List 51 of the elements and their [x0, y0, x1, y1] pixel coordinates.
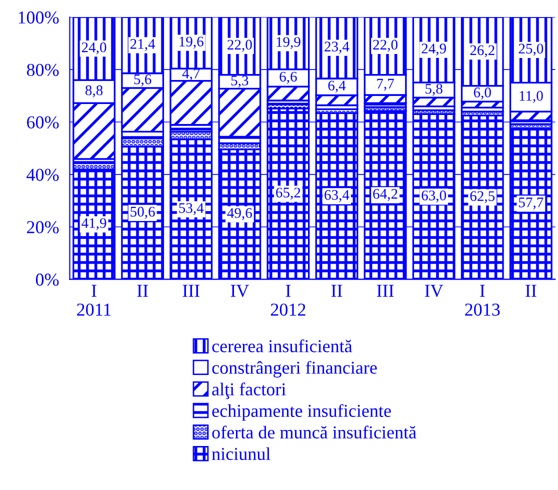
x-tick-label: IV: [230, 284, 249, 297]
data-label: 11,0: [520, 90, 543, 103]
y-tick-label: 60%: [27, 116, 59, 129]
data-label: 24,9: [422, 44, 446, 56]
data-label: 19,9: [276, 37, 300, 49]
data-label: 41,9: [82, 218, 106, 230]
legend-label: constrângeri financiare: [212, 360, 377, 378]
data-label: 8,8: [85, 85, 103, 98]
data-label: 53,4: [179, 203, 204, 216]
legend-label: oferta de muncă insuficientă: [212, 426, 416, 439]
data-label: 6,0: [474, 88, 491, 100]
data-label: 5,8: [426, 84, 442, 96]
data-label: 26,2: [470, 45, 494, 58]
data-label: 24,0: [82, 42, 106, 54]
y-tick-label: 0%: [36, 274, 59, 286]
x-tick-label: III: [182, 284, 200, 297]
legend-label: alţi factori: [212, 382, 286, 400]
data-label: 5,6: [134, 74, 152, 86]
data-label: 63,0: [422, 190, 446, 202]
data-label: 49,6: [227, 208, 252, 220]
data-label: 6,6: [280, 72, 297, 84]
data-label: 50,6: [130, 206, 155, 219]
x-tick-label: II: [137, 284, 148, 297]
data-label: 65,2: [276, 188, 300, 200]
data-label: 22,0: [228, 40, 252, 52]
data-label: 57,7: [519, 198, 544, 210]
y-tick-label: 40%: [26, 168, 59, 181]
data-label: 7,7: [377, 78, 394, 91]
data-label: 6,4: [328, 80, 346, 93]
data-label: 5,3: [231, 76, 248, 88]
x-tick-label: I 2011: [77, 284, 111, 316]
y-tick-label: 80%: [26, 64, 59, 76]
x-tick-label: I 2013: [465, 284, 500, 316]
legend-label: cererea insuficientă: [212, 339, 352, 352]
x-tick-label: II: [331, 284, 342, 297]
data-label: 62,5: [470, 191, 495, 204]
data-label: 23,4: [324, 42, 350, 54]
x-tick-label: III: [376, 284, 394, 297]
y-tick-label: 100%: [18, 11, 59, 24]
data-label: 21,4: [130, 39, 156, 51]
x-tick-label: I 2012: [270, 284, 306, 316]
data-label: 25,0: [518, 44, 544, 56]
legend-label: niciunul: [212, 447, 270, 460]
y-tick-label: 20%: [27, 221, 59, 234]
data-label: 19,6: [180, 36, 204, 49]
data-label: 22,0: [373, 40, 398, 52]
legend-label: echipamente insuficiente: [212, 404, 391, 421]
x-tick-label: IV: [424, 284, 444, 297]
x-tick-label: II: [526, 284, 536, 297]
data-label: 63,4: [324, 190, 350, 202]
data-label: 64,2: [373, 189, 398, 201]
